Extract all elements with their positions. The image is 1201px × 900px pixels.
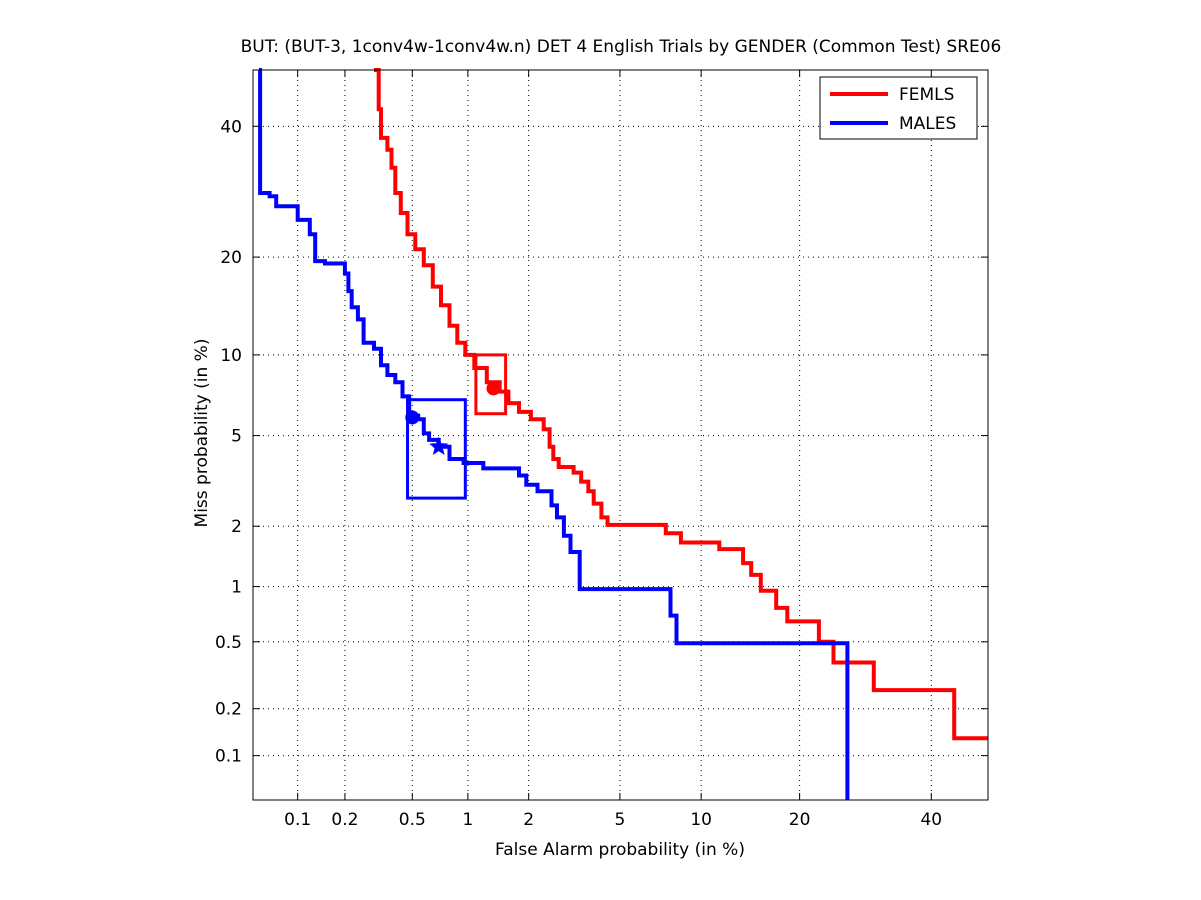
y-tick-label: 5: [231, 427, 242, 447]
x-tick-label: 0.1: [284, 810, 311, 830]
x-tick-label: 1: [462, 810, 473, 830]
legend-label-males: MALES: [899, 114, 956, 134]
y-axis-ticks: 0.1 0.2 0.5 1 2 5 10 20 40: [215, 117, 988, 767]
x-tick-label: 0.5: [399, 810, 426, 830]
x-axis-label: False Alarm probability (in %): [495, 840, 745, 860]
plot-area-frame: [252, 69, 989, 801]
y-axis-label: Miss probability (in %): [192, 339, 212, 528]
x-tick-label: 40: [920, 810, 942, 830]
x-axis-ticks: 0.1 0.2 0.5 1 2 5 10 20 40: [284, 70, 942, 830]
confidence-box-femls: [474, 353, 508, 416]
confidence-box-males: [406, 398, 467, 500]
y-tick-label: 40: [220, 117, 242, 137]
operating-point-markers: [405, 381, 501, 455]
y-tick-label: 0.2: [215, 700, 242, 720]
x-tick-label: 0.2: [331, 810, 358, 830]
x-tick-label: 2: [523, 810, 534, 830]
y-tick-label: 0.5: [215, 633, 242, 653]
y-tick-label: 20: [220, 248, 242, 268]
y-tick-label: 2: [231, 517, 242, 537]
legend-box: [819, 76, 978, 140]
legend-label-femls: FEMLS: [899, 85, 954, 105]
grid: [253, 70, 988, 800]
marker-circle-femls: [486, 381, 501, 396]
legend: FEMLS MALES: [819, 76, 978, 140]
x-tick-label: 10: [690, 810, 712, 830]
marker-star-males: [429, 436, 449, 455]
x-tick-label: 5: [615, 810, 626, 830]
y-tick-label: 10: [220, 346, 242, 366]
series-line-femls: [374, 68, 988, 741]
x-tick-label: 20: [789, 810, 811, 830]
confidence-boxes: [406, 353, 508, 500]
chart-title: BUT: (BUT-3, 1conv4w-1conv4w.n) DET 4 En…: [241, 37, 1002, 57]
y-tick-label: 1: [231, 578, 242, 598]
marker-circle-males: [405, 410, 420, 425]
y-tick-label: 0.1: [215, 747, 242, 767]
